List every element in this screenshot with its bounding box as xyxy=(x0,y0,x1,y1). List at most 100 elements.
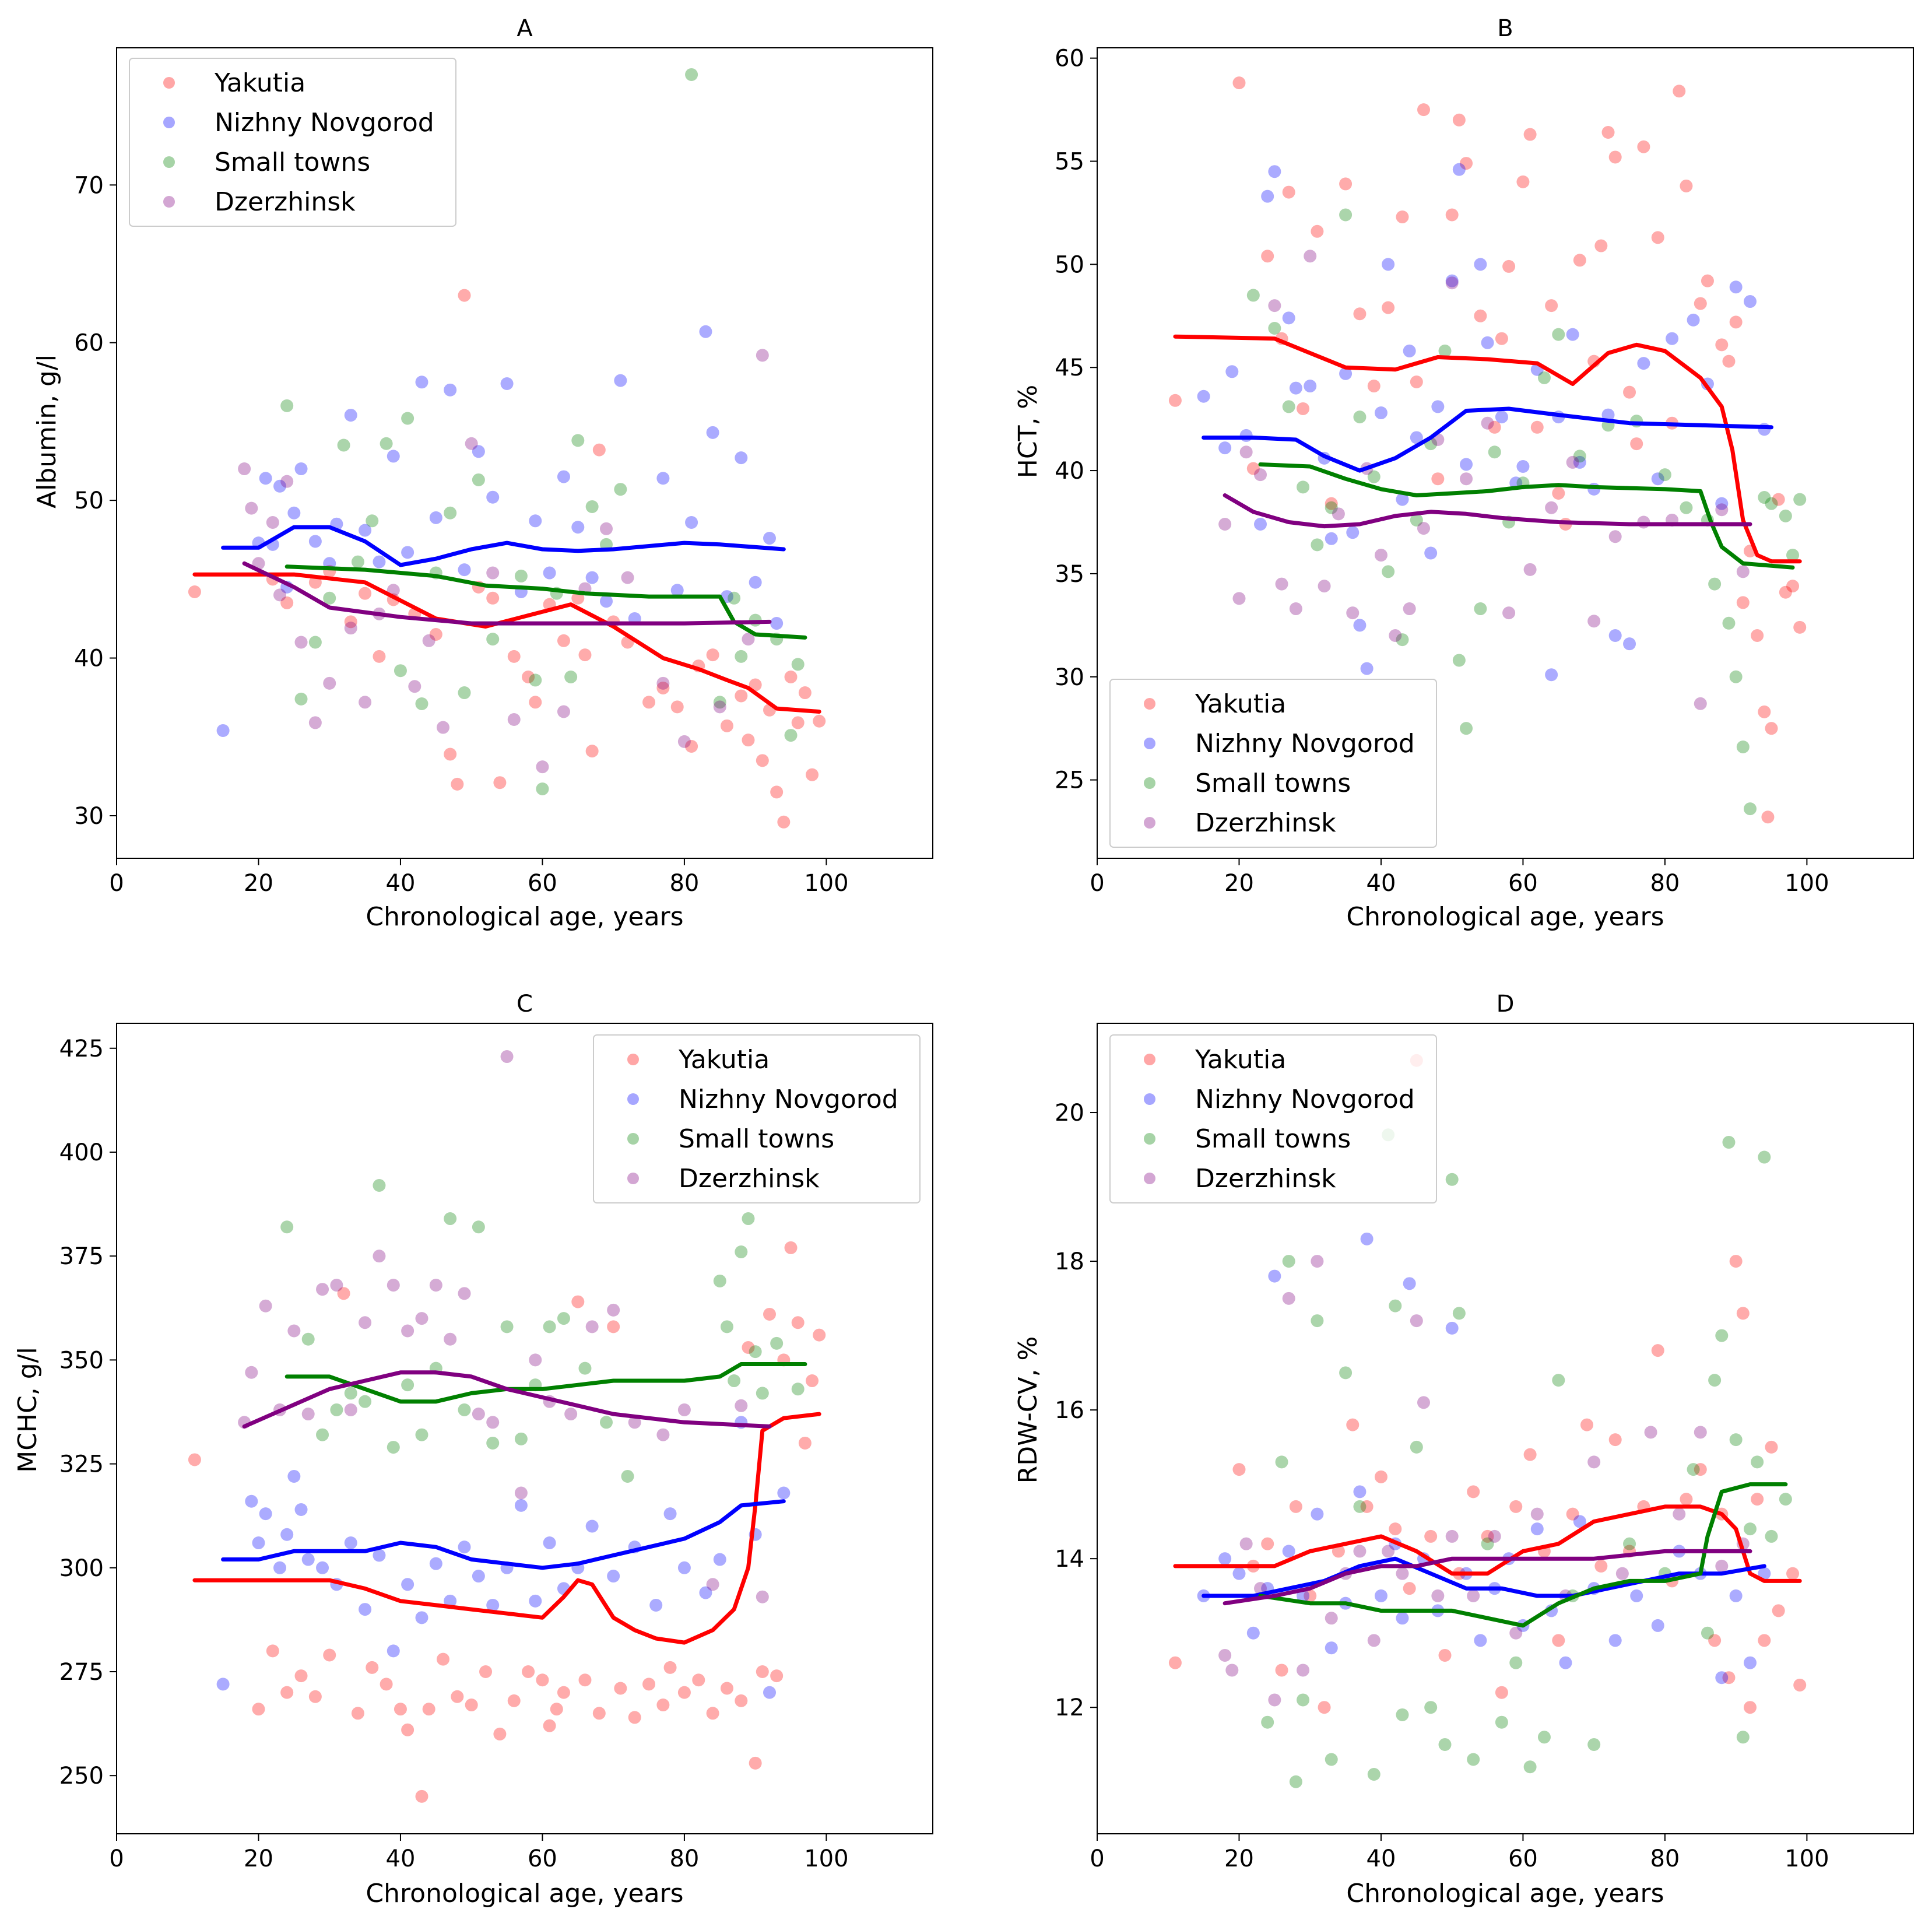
panel-c-y-axis-label: MCHC, g/l xyxy=(13,1347,43,1472)
panel-b-point-small-towns xyxy=(1474,602,1487,616)
panel-d-point-nizhny-novgorod xyxy=(1715,1671,1729,1685)
panel-d-point-small-towns xyxy=(1275,1455,1288,1469)
panel-a-x-tick-label: 0 xyxy=(109,870,124,897)
panel-c-point-small-towns xyxy=(316,1428,329,1441)
panel-b-point-small-towns xyxy=(1382,565,1395,578)
panel-a-point-yakutia xyxy=(529,696,542,709)
panel-b-point-dzerzhinsk xyxy=(1318,580,1331,593)
panel-a-point-small-towns xyxy=(351,555,364,569)
panel-b-point-nizhny-novgorod xyxy=(1637,357,1650,370)
panel-d-point-small-towns xyxy=(1367,1767,1380,1781)
panel-a-point-dzerzhinsk xyxy=(273,588,286,602)
panel-b-point-nizhny-novgorod xyxy=(1410,431,1423,444)
panel-b-point-dzerzhinsk xyxy=(1268,299,1281,313)
panel-c-point-nizhny-novgorod xyxy=(415,1611,428,1624)
panel-b-point-small-towns xyxy=(1722,616,1736,630)
panel-d-x-tick-label: 100 xyxy=(1785,1845,1829,1872)
panel-c-point-yakutia xyxy=(628,1711,641,1724)
panel-b-point-yakutia xyxy=(1680,179,1693,192)
panel-d-point-nizhny-novgorod xyxy=(1218,1552,1232,1566)
panel-c-point-yakutia xyxy=(578,1673,592,1687)
panel-a-point-small-towns xyxy=(294,692,308,706)
panel-c-point-nizhny-novgorod xyxy=(280,1528,294,1541)
panel-a-point-yakutia xyxy=(522,671,535,684)
panel-a-point-yakutia xyxy=(429,627,442,641)
panel-a-point-yakutia xyxy=(742,734,755,747)
panel-a-point-small-towns xyxy=(380,437,393,450)
panel-b-point-nizhny-novgorod xyxy=(1715,497,1729,510)
panel-d-point-yakutia xyxy=(1438,1648,1452,1662)
panel-c-point-small-towns xyxy=(735,1245,748,1259)
panel-c-point-small-towns xyxy=(359,1395,372,1408)
panel-b-point-nizhny-novgorod xyxy=(1289,381,1302,395)
panel-b-point-small-towns xyxy=(1708,577,1722,591)
panel-a-point-dzerzhinsk xyxy=(280,475,294,488)
panel-b-point-nizhny-novgorod xyxy=(1758,423,1771,436)
panel-b-point-nizhny-novgorod xyxy=(1424,546,1438,560)
panel-b-axes-frame xyxy=(1097,47,1914,859)
panel-d-plot-area: 0 20 40 60 80 100 12 14 16 18 20 xyxy=(1055,1023,1914,1872)
panel-d-y-tick-label: 18 xyxy=(1055,1248,1084,1275)
panel-c-point-nizhny-novgorod xyxy=(359,1603,372,1616)
panel-c-point-small-towns xyxy=(458,1403,471,1416)
panel-d-point-yakutia xyxy=(1424,1529,1438,1543)
panel-d-point-small-towns xyxy=(1744,1522,1757,1536)
panel-a-point-small-towns xyxy=(337,438,350,452)
panel-a-legend-marker-small-towns xyxy=(163,156,175,168)
panel-c-point-yakutia xyxy=(735,1694,748,1707)
panel-a-point-dzerzhinsk xyxy=(557,705,570,718)
panel-b-point-yakutia xyxy=(1460,157,1473,170)
panel-a-point-small-towns xyxy=(472,473,485,486)
panel-c-legend-marker-nizhny-novgorod xyxy=(627,1093,639,1105)
panel-d-point-small-towns xyxy=(1687,1463,1700,1476)
panel-b-title: B xyxy=(1497,15,1513,42)
panel-b-point-yakutia xyxy=(1282,185,1295,199)
panel-a-point-nizhny-novgorod xyxy=(749,576,762,589)
panel-a-point-nizhny-novgorod xyxy=(387,450,400,463)
panel-d-point-yakutia xyxy=(1765,1440,1778,1454)
panel-d-point-dzerzhinsk xyxy=(1715,1559,1729,1573)
panel-c-axes-frame xyxy=(116,1023,933,1834)
panel-c-point-yakutia xyxy=(308,1690,322,1703)
panel-c-point-dzerzhinsk xyxy=(344,1403,357,1416)
panel-a-point-yakutia xyxy=(749,678,762,692)
panel-a-point-yakutia xyxy=(720,719,733,732)
panel-a-legend-label-nizhny-novgorod: Nizhny Novgorod xyxy=(215,108,434,138)
panel-a-plot-area: 0 20 40 60 80 100 30 40 50 60 70 xyxy=(74,47,933,897)
panel-d-point-nizhny-novgorod xyxy=(1374,1589,1387,1602)
panel-c-plot-area: 0 20 40 60 80 100 250 275 300 325 350 375 400 425 xyxy=(59,1023,933,1872)
panel-a-point-nizhny-novgorod xyxy=(699,325,712,338)
panel-b-point-yakutia xyxy=(1452,113,1466,127)
panel-b-y-tick-label: 25 xyxy=(1055,767,1084,794)
panel-c-point-yakutia xyxy=(806,1374,819,1388)
panel-c-point-dzerzhinsk xyxy=(401,1324,414,1338)
panel-a-point-small-towns xyxy=(536,782,549,796)
panel-a-point-nizhny-novgorod xyxy=(656,472,670,485)
panel-d-point-nizhny-novgorod xyxy=(1758,1567,1771,1580)
panel-d-x-tick-label: 40 xyxy=(1367,1845,1396,1872)
panel-d-point-yakutia xyxy=(1275,1664,1288,1677)
panel-b-point-yakutia xyxy=(1168,394,1182,407)
panel-b-y-tick-label: 55 xyxy=(1055,149,1084,176)
panel-c-point-nizhny-novgorod xyxy=(373,1549,386,1562)
panel-c-point-small-towns xyxy=(770,1336,784,1350)
panel-d-point-nizhny-novgorod xyxy=(1396,1612,1409,1625)
panel-d-point-dzerzhinsk xyxy=(1445,1529,1459,1543)
panel-d-point-small-towns xyxy=(1722,1136,1736,1149)
panel-b-y-tick-label: 50 xyxy=(1055,251,1084,278)
panel-d-point-nizhny-novgorod xyxy=(1474,1634,1487,1647)
panel-b-legend-marker-nizhny-novgorod xyxy=(1144,738,1155,749)
panel-a-point-yakutia xyxy=(670,700,684,714)
panel-c-point-yakutia xyxy=(415,1789,428,1803)
panel-d-point-yakutia xyxy=(1232,1463,1246,1476)
panel-b-point-yakutia xyxy=(1410,375,1423,388)
panel-b-point-yakutia xyxy=(1623,385,1636,399)
panel-b-point-small-towns xyxy=(1630,415,1643,428)
panel-c-point-nizhny-novgorod xyxy=(699,1586,712,1599)
panel-c-point-nizhny-novgorod xyxy=(316,1561,329,1574)
panel-c-point-dzerzhinsk xyxy=(472,1408,485,1421)
panel-b-y-tick-label: 60 xyxy=(1055,45,1084,72)
panel-a-point-nizhny-novgorod xyxy=(706,426,719,439)
panel-a-point-yakutia xyxy=(642,696,656,709)
panel-a-point-small-towns xyxy=(713,696,726,709)
